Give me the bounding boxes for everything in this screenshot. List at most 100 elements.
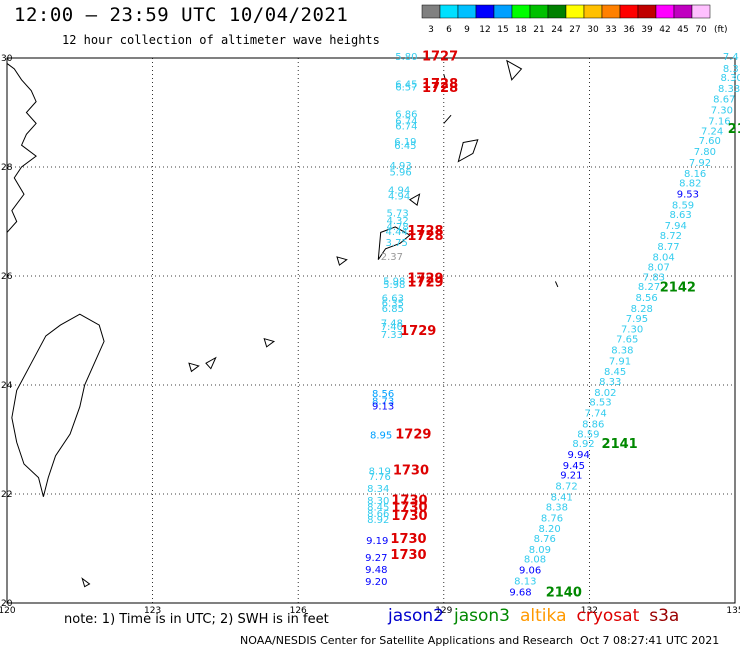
wave-height-label: 8.08 bbox=[524, 555, 546, 566]
island-outline bbox=[443, 74, 447, 83]
wave-height-label: 8.56 bbox=[372, 389, 394, 400]
wave-height-label: 6.85 bbox=[382, 304, 404, 315]
wave-height-label: 8.63 bbox=[669, 210, 691, 221]
wave-height-label: 7.40 bbox=[381, 322, 403, 333]
coastline-china bbox=[6, 63, 37, 233]
wave-height-label: 4.78 bbox=[387, 222, 409, 233]
x-tick-label: 132 bbox=[581, 606, 598, 616]
y-tick-label: 24 bbox=[1, 381, 13, 391]
colorbar-tick-label: 9 bbox=[464, 25, 470, 35]
pass-time-label: 1730 bbox=[391, 493, 427, 508]
x-tick-label: 123 bbox=[144, 606, 161, 616]
colorbar-tick-label: 33 bbox=[605, 25, 616, 35]
wave-height-label: 7.95 bbox=[626, 314, 648, 325]
colorbar-tick-label: 21 bbox=[533, 25, 544, 35]
island-outline bbox=[443, 114, 452, 124]
wave-height-label: 6.86 bbox=[395, 109, 417, 120]
wave-height-label: 6.63 bbox=[382, 294, 404, 305]
wave-height-label: 2.37 bbox=[381, 252, 403, 263]
pass-time-label: 2142 bbox=[660, 280, 696, 295]
wave-height-label: 8.86 bbox=[582, 420, 604, 431]
wave-height-label: 8.92 bbox=[367, 515, 389, 526]
wave-height-label: 7.76 bbox=[369, 472, 391, 483]
wave-height-label: 4.94 bbox=[388, 186, 410, 197]
island-outline bbox=[336, 256, 348, 266]
wave-height-label: 8.56 bbox=[636, 293, 658, 304]
island-outline bbox=[188, 362, 200, 373]
wave-height-label: 8.76 bbox=[541, 513, 563, 524]
wave-height-label: 5.73 bbox=[387, 209, 409, 220]
pass-time-label: 1730 bbox=[391, 500, 427, 515]
colorbar-tick-label: 39 bbox=[641, 25, 653, 35]
x-tick-label: 129 bbox=[435, 606, 452, 616]
wave-height-label: 9.45 bbox=[563, 461, 585, 472]
wave-height-label: 9.53 bbox=[677, 190, 699, 201]
map-subtitle: 12 hour collection of altimeter wave hei… bbox=[62, 33, 380, 47]
wave-height-label: 7.33 bbox=[381, 330, 403, 341]
map-frame bbox=[6, 57, 736, 604]
legend-jason3: jason3 bbox=[454, 606, 510, 626]
island-outline bbox=[408, 193, 421, 207]
island-outline bbox=[205, 356, 217, 370]
wave-height-label: 8.30 bbox=[367, 496, 389, 507]
wave-height-label: 8.72 bbox=[660, 231, 682, 242]
wave-height-label: 7.65 bbox=[616, 334, 638, 345]
wave-height-label: 9.68 bbox=[509, 587, 531, 598]
wave-height-label: 8.04 bbox=[652, 253, 674, 264]
colorbar: 3 6 9 12 15 18 21 24 27 30 33 36 39 42 45 70 (ft) bbox=[421, 4, 728, 35]
wave-height-label: 8.20 bbox=[538, 524, 560, 535]
satellite-legend: jason2 jason3 altika cryosat s3a bbox=[388, 606, 689, 626]
pass-time-label: 1728 bbox=[407, 224, 443, 239]
colorbar-tick-label: 6 bbox=[446, 25, 452, 35]
x-tick-label: 126 bbox=[290, 606, 307, 616]
wave-height-label: 8.27 bbox=[638, 282, 660, 293]
wave-height-label: 8.02 bbox=[594, 388, 616, 399]
footer-credit: NOAA/NESDIS Center for Satellite Applica… bbox=[240, 634, 574, 647]
wave-height-label: 7.83 bbox=[643, 272, 665, 283]
colorbar-tick-label: 36 bbox=[623, 25, 635, 35]
wave-height-label: 7.24 bbox=[701, 126, 723, 137]
island-outline bbox=[554, 281, 559, 288]
wave-height-label: 8.34 bbox=[367, 484, 389, 495]
wave-height-label: 8.82 bbox=[679, 179, 701, 190]
wave-height-label: 7.16 bbox=[708, 116, 730, 127]
wave-height-label: 7.80 bbox=[694, 147, 716, 158]
pass-time-label: 1728 bbox=[407, 229, 443, 244]
colorbar-tick-label: 15 bbox=[497, 25, 508, 35]
wave-height-label: 8.09 bbox=[529, 545, 551, 556]
y-tick-label: 28 bbox=[1, 163, 13, 173]
wave-height-label: 8.31 bbox=[723, 64, 740, 75]
wave-height-label: 8.13 bbox=[514, 576, 536, 587]
wave-height-label: 9.20 bbox=[365, 577, 387, 588]
wave-height-label: 8.59 bbox=[672, 200, 694, 211]
wave-height-label: 5.80 bbox=[395, 52, 417, 63]
pass-time-label: 1729 bbox=[400, 324, 436, 339]
pass-time-label: 1728 bbox=[422, 81, 458, 96]
wave-height-label: 7.91 bbox=[609, 356, 631, 367]
wave-height-label: 8.95 bbox=[370, 430, 392, 441]
wave-height-label: 9.21 bbox=[560, 471, 582, 482]
pass-time-label: 1730 bbox=[390, 548, 426, 563]
wave-height-label: 8.72 bbox=[555, 482, 577, 493]
wave-height-label: 7.60 bbox=[699, 136, 721, 147]
wave-height-label: 9.27 bbox=[365, 553, 387, 564]
colorbar-swatch bbox=[691, 4, 711, 19]
colorbar-tick-label: 70 bbox=[695, 25, 707, 35]
pass-time-label: 1729 bbox=[395, 427, 431, 442]
wave-height-label: 7.4 bbox=[723, 52, 739, 63]
pass-time-label: 1730 bbox=[391, 509, 427, 524]
colorbar-tick-label: 24 bbox=[551, 25, 563, 35]
wave-height-label: 4.93 bbox=[389, 161, 411, 172]
wave-height-label: 8.38 bbox=[546, 502, 568, 513]
pass-time-label: 1727 bbox=[422, 50, 458, 65]
wave-height-label: 8.16 bbox=[684, 169, 706, 180]
y-tick-label: 30 bbox=[1, 54, 13, 64]
wave-height-label: 5.98 bbox=[383, 277, 405, 288]
colorbar-tick-label: 3 bbox=[428, 25, 434, 35]
pass-time-label: 1729 bbox=[407, 272, 443, 287]
wave-height-label: 9.94 bbox=[568, 450, 590, 461]
wave-height-label: 4.94 bbox=[388, 192, 410, 203]
wave-height-label: 7.74 bbox=[585, 409, 607, 420]
wave-height-label: 9.19 bbox=[366, 536, 388, 547]
